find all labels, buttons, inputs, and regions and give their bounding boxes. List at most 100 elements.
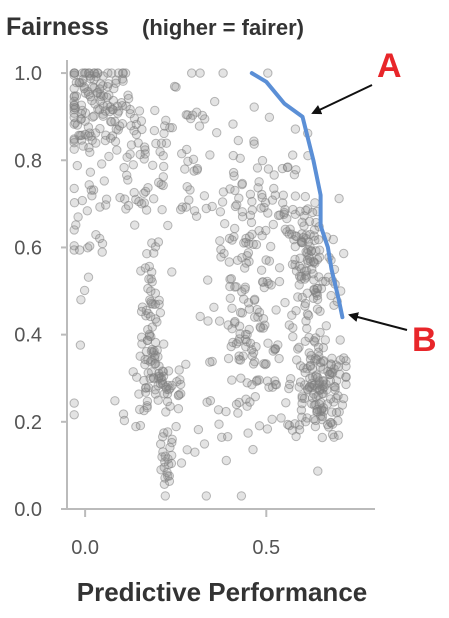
scatter-point <box>276 413 286 423</box>
scatter-point <box>149 248 159 258</box>
scatter-point <box>153 352 163 362</box>
scatter-point <box>223 432 233 442</box>
scatter-point <box>288 204 298 215</box>
scatter-point <box>163 427 173 437</box>
scatter-point <box>214 316 225 326</box>
scatter-point <box>137 199 147 209</box>
scatter-point <box>249 102 259 112</box>
scatter-point <box>187 68 197 78</box>
scatter-point <box>301 316 311 326</box>
scatter-point <box>295 206 305 217</box>
scatter-point <box>131 421 141 432</box>
scatter-point <box>328 234 338 245</box>
scatter-point <box>143 283 153 294</box>
scatter-point <box>284 383 294 394</box>
scatter-point <box>312 254 323 265</box>
scatter-point <box>280 204 290 215</box>
scatter-point <box>329 432 339 442</box>
scatter-point <box>307 264 317 274</box>
scatter-point <box>230 223 240 234</box>
scatter-point <box>118 409 129 419</box>
scatter-point <box>240 263 250 273</box>
scatter-point <box>114 106 124 116</box>
scatter-point <box>294 420 305 430</box>
chart-subtitle: (higher = fairer) <box>142 15 304 40</box>
scatter-point <box>307 393 318 403</box>
x-tick-label: 0.0 <box>71 537 99 559</box>
scatter-point <box>235 329 245 339</box>
scatter-point <box>152 317 162 327</box>
scatter-point <box>231 399 242 410</box>
scatter-point <box>315 406 325 416</box>
scatter-point <box>147 238 157 248</box>
scatter-point <box>77 68 88 78</box>
scatter-point <box>161 407 171 417</box>
scatter-point <box>78 141 88 151</box>
scatter-point <box>317 432 327 443</box>
scatter-point <box>69 198 80 208</box>
scatter-point <box>150 105 160 116</box>
scatter-point <box>136 306 147 317</box>
scatter-point <box>171 421 181 432</box>
scatter-point <box>297 398 307 409</box>
scatter-point <box>297 237 308 248</box>
scatter-point <box>219 248 229 259</box>
scatter-point <box>123 175 133 185</box>
scatter-point <box>240 282 251 292</box>
scatter-point <box>69 410 79 420</box>
scatter-point <box>322 419 333 430</box>
scatter-point <box>154 177 164 188</box>
scatter-point <box>69 183 79 194</box>
scatter-point <box>288 150 298 160</box>
scatter-point <box>99 176 110 186</box>
scatter-point <box>244 324 254 335</box>
scatter-point <box>212 128 222 138</box>
scatter-point <box>74 245 85 255</box>
annotation-b-arrow <box>348 312 408 331</box>
scatter-point <box>149 194 159 204</box>
scatter-point <box>69 96 79 107</box>
scatter-point <box>80 88 91 98</box>
scatter-point <box>140 149 150 159</box>
scatter-point <box>318 343 328 353</box>
scatter-point <box>228 119 238 129</box>
scatter-point <box>327 353 337 363</box>
scatter-point <box>146 367 157 377</box>
scatter-point <box>203 316 213 326</box>
scatter-point <box>296 405 307 415</box>
scatter-point <box>244 232 255 242</box>
scatter-point <box>75 340 86 350</box>
scatter-point <box>123 93 134 104</box>
scatter-point <box>248 444 258 455</box>
scatter-point <box>331 360 341 370</box>
scatter-point <box>146 346 157 356</box>
scatter-point <box>264 256 275 266</box>
y-tick-label: 0.8 <box>14 150 42 172</box>
scatter-point <box>173 404 184 414</box>
scatter-point <box>115 192 125 203</box>
scatter-point <box>77 195 88 206</box>
scatter-point <box>205 150 215 160</box>
scatter-point <box>333 416 343 426</box>
scatter-point <box>257 192 267 203</box>
scatter-point <box>225 184 235 194</box>
scatter-point <box>146 297 156 307</box>
scatter-point <box>104 151 114 162</box>
scatter-point <box>300 367 310 378</box>
scatter-point <box>242 329 252 340</box>
scatter-point <box>123 90 133 100</box>
scatter-point <box>166 458 177 469</box>
scatter-point <box>257 189 267 200</box>
scatter-point <box>207 201 217 212</box>
annotation-a-arrow <box>311 84 373 115</box>
scatter-point <box>267 414 277 424</box>
scatter-point <box>185 185 195 195</box>
scatter-point <box>227 303 237 313</box>
scatter-point <box>110 396 120 406</box>
scatter-point <box>257 231 267 241</box>
scatter-point <box>263 164 274 174</box>
scatter-point <box>97 159 107 169</box>
scatter-point <box>83 272 94 282</box>
scatter-point <box>188 154 199 165</box>
